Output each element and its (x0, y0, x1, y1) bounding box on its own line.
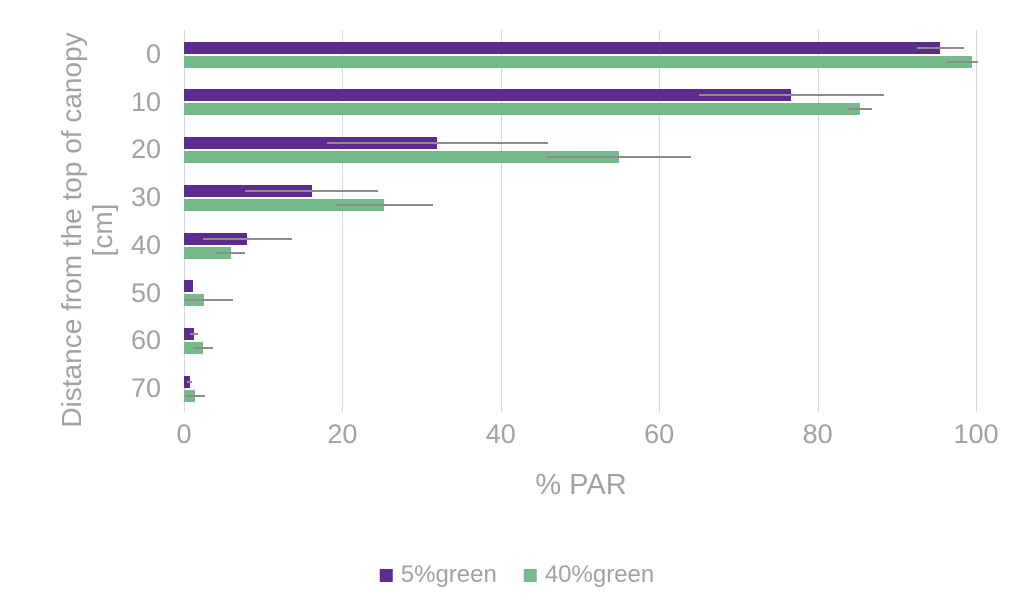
bar-5pct-green-row-0 (184, 41, 941, 54)
gridline-60 (659, 30, 661, 412)
error-bar-5pct-green-row-70 (187, 380, 192, 383)
bar-40pct-green-row-10 (184, 103, 861, 116)
error-bar-40pct-green-row-70 (184, 394, 206, 397)
gridline-100 (976, 30, 977, 412)
error-bar-40pct-green-row-50 (184, 299, 234, 302)
gridline-40 (500, 30, 502, 412)
error-bar-5pct-green-row-20 (326, 142, 549, 144)
bar-5pct-green-row-20 (184, 137, 438, 149)
y-axis-line (184, 30, 185, 412)
legend-item-40pct-green: 40%green (523, 561, 655, 588)
x-tick-label-100: 100 (953, 419, 999, 449)
error-bar-40pct-green-row-40 (216, 251, 245, 254)
y-tick-label-40: 40 (130, 229, 161, 260)
legend-item-5pct-green: 5%green (379, 561, 497, 588)
error-bar-5pct-green-row-40 (203, 237, 292, 240)
bar-5pct-green-row-70 (184, 375, 190, 388)
y-tick-label-50: 50 (130, 277, 161, 308)
error-bar-40pct-green-row-30 (336, 203, 433, 206)
bar-40pct-green-row-20 (184, 151, 619, 163)
x-tick-label-20: 20 (327, 419, 358, 449)
y-tick-label-20: 20 (130, 134, 161, 165)
error-bar-40pct-green-row-10 (848, 108, 873, 111)
error-bar-40pct-green-row-20 (546, 156, 691, 158)
error-bar-40pct-green-row-0 (947, 60, 978, 63)
error-bar-5pct-green-row-30 (244, 189, 379, 192)
x-tick-label-60: 60 (644, 419, 675, 449)
legend-swatch-icon (379, 568, 393, 582)
error-bar-40pct-green-row-60 (192, 347, 214, 349)
x-tick-label-0: 0 (176, 419, 192, 449)
legend-swatch-icon (523, 568, 537, 582)
y-tick-label-0: 0 (145, 38, 161, 69)
y-tick-label-10: 10 (130, 86, 161, 117)
bar-40pct-green-row-0 (184, 55, 973, 68)
error-bar-5pct-green-row-60 (190, 333, 199, 335)
plot-area (184, 30, 978, 412)
x-tick-label-80: 80 (802, 419, 833, 449)
legend-label: 40%green (544, 561, 655, 588)
legend: 5%green 40%green (379, 561, 655, 588)
bar-40pct-green-row-30 (184, 198, 385, 211)
bar-5pct-green-row-50 (184, 280, 193, 293)
error-bar-5pct-green-row-10 (698, 94, 885, 97)
y-tick-label-60: 60 (130, 325, 161, 356)
bar-5pct-green-row-60 (184, 328, 195, 340)
legend-label: 5%green (400, 561, 497, 588)
bar-40pct-green-row-40 (184, 246, 231, 259)
error-bar-5pct-green-row-0 (916, 46, 965, 49)
gridline-80 (817, 30, 819, 412)
x-axis-title: % PAR (535, 469, 627, 501)
y-tick-label-30: 30 (130, 182, 161, 213)
gridline-20 (342, 30, 344, 412)
x-tick-label-40: 40 (485, 419, 516, 449)
bar-5pct-green-row-10 (184, 89, 792, 102)
y-tick-label-70: 70 (130, 373, 161, 404)
